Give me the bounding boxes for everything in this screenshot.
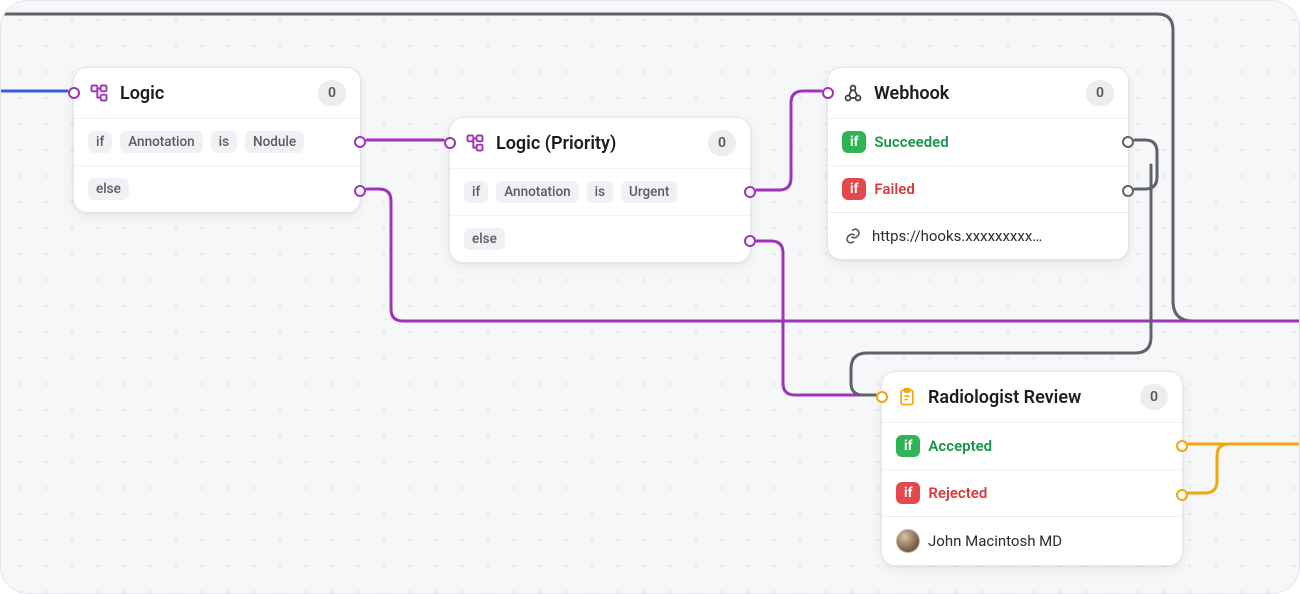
logic-icon bbox=[464, 132, 486, 154]
chip: if bbox=[88, 131, 112, 153]
port-in[interactable] bbox=[876, 391, 888, 403]
node-row[interactable]: if Succeeded bbox=[828, 118, 1128, 165]
link-url: https://hooks.xxxxxxxxx… bbox=[872, 227, 1042, 245]
port-in[interactable] bbox=[444, 137, 456, 149]
edge bbox=[757, 241, 875, 395]
node-header[interactable]: Radiologist Review 0 bbox=[882, 372, 1182, 422]
node-row[interactable]: John Macintosh MD bbox=[882, 516, 1182, 565]
node-webhook[interactable]: Webhook 0 if Succeeded if Failed https://hooks… bbox=[827, 67, 1129, 260]
count-badge: 0 bbox=[1140, 384, 1168, 410]
webhook-icon bbox=[842, 82, 864, 104]
count-badge: 0 bbox=[318, 80, 346, 106]
port-out1[interactable] bbox=[744, 235, 756, 247]
port-out0[interactable] bbox=[1122, 136, 1134, 148]
chip: if bbox=[464, 181, 488, 203]
port-out0[interactable] bbox=[354, 136, 366, 148]
status-badge: if bbox=[896, 482, 920, 504]
status-badge: if bbox=[896, 435, 920, 457]
status-label: Succeeded bbox=[874, 133, 948, 151]
node-title: Radiologist Review bbox=[928, 387, 1130, 408]
chip: Nodule bbox=[245, 131, 304, 153]
clipboard-icon bbox=[896, 386, 918, 408]
status-label: Accepted bbox=[928, 437, 992, 455]
chip: Annotation bbox=[120, 131, 202, 153]
node-row[interactable]: else bbox=[74, 165, 360, 212]
node-review[interactable]: Radiologist Review 0 if Accepted if Rejected J… bbox=[881, 371, 1183, 566]
node-logic1[interactable]: Logic 0 if Annotation is Nodule else bbox=[73, 67, 361, 213]
node-row[interactable]: https://hooks.xxxxxxxxx… bbox=[828, 212, 1128, 259]
workflow-canvas[interactable]: Logic0ifAnnotationisNoduleelseLogic (Pri… bbox=[0, 0, 1300, 594]
status-label: Failed bbox=[874, 180, 914, 198]
port-in[interactable] bbox=[822, 87, 834, 99]
edge bbox=[757, 91, 821, 190]
status-label: Rejected bbox=[928, 484, 987, 502]
edge bbox=[1135, 140, 1157, 189]
port-out0[interactable] bbox=[744, 186, 756, 198]
link-icon bbox=[842, 225, 864, 247]
chip: is bbox=[587, 181, 613, 203]
node-header[interactable]: Webhook 0 bbox=[828, 68, 1128, 118]
node-logic2[interactable]: Logic (Priority) 0 if Annotation is Urgent els… bbox=[449, 117, 751, 263]
node-title: Logic bbox=[120, 83, 308, 104]
chip: Urgent bbox=[621, 181, 677, 203]
chip: is bbox=[211, 131, 237, 153]
node-header[interactable]: Logic (Priority) 0 bbox=[450, 118, 750, 168]
logic-icon bbox=[88, 82, 110, 104]
avatar bbox=[896, 529, 920, 553]
port-out1[interactable] bbox=[354, 185, 366, 197]
count-badge: 0 bbox=[1086, 80, 1114, 106]
chip: Annotation bbox=[496, 181, 578, 203]
node-header[interactable]: Logic 0 bbox=[74, 68, 360, 118]
port-out0[interactable] bbox=[1176, 440, 1188, 452]
node-row[interactable]: if Failed bbox=[828, 165, 1128, 212]
node-row[interactable]: if Annotation is Urgent bbox=[450, 168, 750, 215]
status-badge: if bbox=[842, 131, 866, 153]
count-badge: 0 bbox=[708, 130, 736, 156]
chip-else: else bbox=[464, 228, 505, 250]
port-out1[interactable] bbox=[1176, 489, 1188, 501]
user-name: John Macintosh MD bbox=[928, 532, 1062, 550]
node-row[interactable]: if Annotation is Nodule bbox=[74, 118, 360, 165]
node-row[interactable]: if Rejected bbox=[882, 469, 1182, 516]
chip-else: else bbox=[88, 178, 129, 200]
node-row[interactable]: else bbox=[450, 215, 750, 262]
edge bbox=[1189, 444, 1299, 493]
port-out1[interactable] bbox=[1122, 185, 1134, 197]
status-badge: if bbox=[842, 178, 866, 200]
node-title: Logic (Priority) bbox=[496, 133, 698, 154]
node-row[interactable]: if Accepted bbox=[882, 422, 1182, 469]
port-in[interactable] bbox=[68, 87, 80, 99]
node-title: Webhook bbox=[874, 83, 1076, 104]
